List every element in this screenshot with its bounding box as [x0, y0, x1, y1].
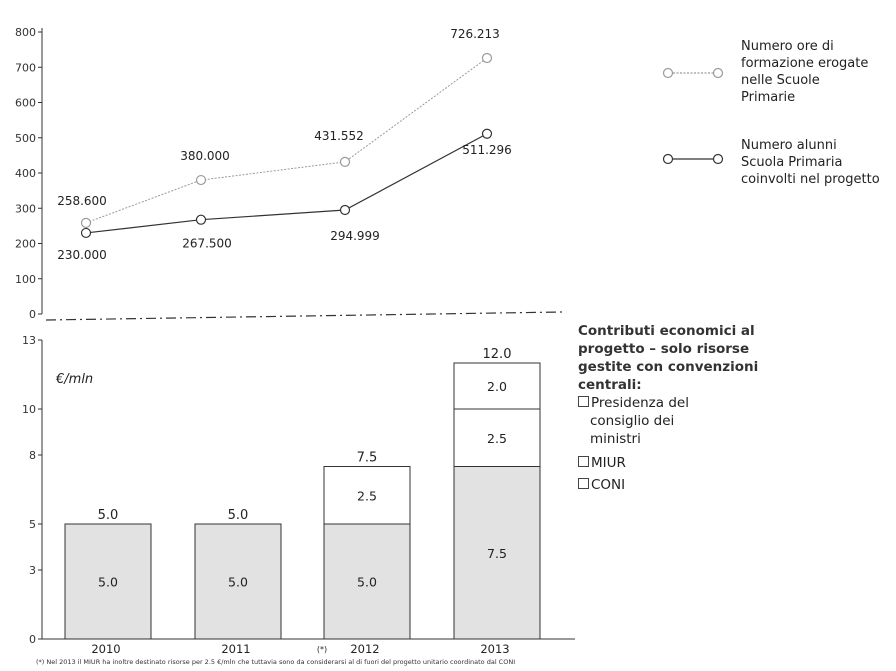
line-data-label: 230.000	[57, 248, 107, 262]
bar-segment-label: 5.0	[228, 575, 248, 590]
bar-segment-label: 2.0	[487, 379, 507, 394]
bar-y-tick-label: 13	[22, 334, 36, 347]
bar-x-tick-label: 2011	[221, 642, 250, 656]
legend-bar-title: Contributi economici al progetto – solo …	[578, 323, 759, 393]
footnote: (*) Nel 2013 il MIUR ha inoltre destinat…	[36, 658, 516, 666]
line-series-1	[85, 57, 488, 224]
line-y-tick-label: 100	[15, 273, 36, 286]
bar-total-label: 7.5	[357, 451, 378, 466]
line-data-label: 380.000	[180, 149, 230, 163]
bar-segment-label: 5.0	[98, 575, 118, 590]
line-y-tick-label: 800	[15, 26, 36, 39]
bar-segment-label: 5.0	[357, 575, 377, 590]
line-point	[80, 217, 92, 228]
line-data-label: 431.552	[314, 129, 364, 143]
bar-segment	[453, 362, 541, 410]
legend-line-series-1-text: Numero ore di formazione erogate nelle S…	[741, 39, 869, 105]
line-point	[339, 204, 351, 216]
line-data-label: 294.999	[330, 229, 380, 243]
bar-total-label: 12.0	[483, 347, 512, 362]
bar-segment	[453, 466, 541, 640]
bar-y-tick-label: 3	[29, 564, 36, 577]
bar-x-tick-label: 2013	[480, 642, 509, 656]
bar-y-tick-label: 5	[29, 518, 36, 531]
stacked-bar-chart: 0 3 5 8 10 13 €/mln 5.0 5.0 2010 5.0 5.0 2011 5.0 2.5 7…	[22, 334, 575, 656]
legend-bar-item-miur: MIUR	[578, 454, 793, 472]
bar-segment-label: 2.5	[357, 488, 377, 503]
line-y-tick-label: 300	[15, 202, 36, 215]
legend-bar-item-coni: CONI	[578, 476, 793, 494]
bar-x-tick-label: 2012	[350, 642, 379, 656]
chart-divider	[45, 311, 563, 321]
line-data-label: 258.600	[57, 194, 107, 208]
line-point	[481, 52, 493, 64]
bar-y-tick-label: 8	[29, 449, 36, 462]
line-data-label: 511.296	[462, 143, 512, 157]
line-data-label: 726.213	[450, 27, 500, 41]
line-data-label: 267.500	[182, 237, 232, 251]
bar-unit-label: €/mln	[55, 372, 93, 387]
bar-x-tick-label: 2010	[91, 642, 120, 656]
line-point	[80, 227, 92, 239]
legend-swatch-presidenza	[578, 396, 589, 407]
line-point	[195, 214, 207, 225]
legend-line-marker-point	[712, 67, 724, 79]
bar-segment-label: 2.5	[487, 431, 507, 446]
line-point	[481, 128, 493, 139]
legend-swatch-coni	[578, 478, 589, 489]
line-y-tick-label: 700	[15, 61, 36, 74]
line-point	[195, 174, 207, 186]
bar-segment	[323, 523, 411, 640]
legend-swatch-miur	[578, 456, 589, 467]
bar-x-note: (*)	[317, 645, 327, 654]
legend-line-marker-point	[662, 153, 674, 165]
line-point	[339, 156, 351, 167]
legend-line-series-2: Numero alunni Scuola Primaria coinvolti …	[741, 138, 880, 187]
legend-bar: Contributi economici al progetto – solo …	[578, 322, 793, 494]
bar-segment	[64, 523, 152, 640]
bar-y-tick-label: 10	[22, 403, 36, 416]
bar-segment	[194, 523, 282, 640]
legend-line-marker-point	[712, 153, 724, 165]
bar-segment	[453, 408, 541, 467]
legend-bar-item-presidenza: Presidenza del	[578, 394, 793, 412]
line-y-tick-label: 500	[15, 132, 36, 145]
legend-line-series-1: Numero ore di formazione erogate nelle S…	[741, 38, 891, 106]
line-y-tick-label: 400	[15, 167, 36, 180]
bar-y-tick-label: 0	[29, 633, 36, 646]
line-y-tick-label: 200	[15, 238, 36, 251]
line-chart: 0 100 200 300 400 500 600 700 800 258.600 380.000 4…	[15, 26, 724, 321]
bar-total-label: 5.0	[98, 508, 119, 523]
bar-segment	[323, 466, 411, 525]
line-series-2	[85, 133, 488, 234]
legend-line-marker-point	[662, 67, 674, 79]
bar-total-label: 5.0	[228, 508, 249, 523]
line-y-tick-label: 0	[29, 308, 36, 321]
bar-segment-label: 7.5	[487, 546, 507, 561]
line-y-tick-label: 600	[15, 97, 36, 110]
